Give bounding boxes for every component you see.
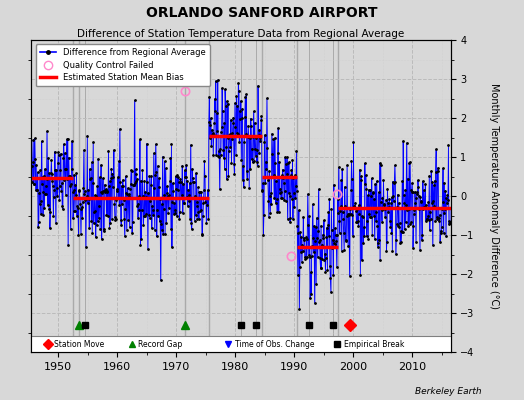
Y-axis label: Monthly Temperature Anomaly Difference (°C): Monthly Temperature Anomaly Difference (… [488,83,499,309]
Text: Empirical Break: Empirical Break [344,340,404,349]
Text: ORLANDO SANFORD AIRPORT: ORLANDO SANFORD AIRPORT [146,6,378,20]
Text: Berkeley Earth: Berkeley Earth [416,387,482,396]
FancyBboxPatch shape [31,336,451,352]
Text: Record Gap: Record Gap [138,340,182,349]
Title: Difference of Station Temperature Data from Regional Average: Difference of Station Temperature Data f… [78,29,405,39]
Legend: Difference from Regional Average, Quality Control Failed, Estimated Station Mean: Difference from Regional Average, Qualit… [36,44,210,86]
Text: Station Move: Station Move [54,340,105,349]
Text: Time of Obs. Change: Time of Obs. Change [235,340,314,349]
